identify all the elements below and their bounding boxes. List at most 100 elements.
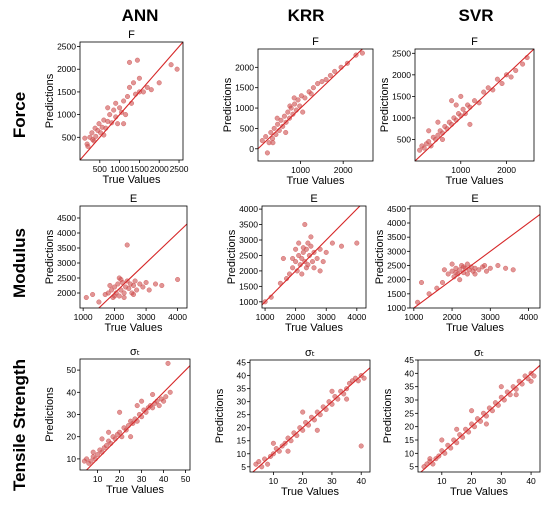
data-point [302, 95, 308, 101]
x-tick-label: 2000 [334, 165, 353, 175]
data-point [146, 287, 152, 293]
data-point [320, 259, 326, 265]
data-point [453, 270, 459, 276]
chart-title: E [310, 193, 317, 205]
y-tick-label: 1500 [392, 91, 411, 101]
data-point [311, 265, 317, 271]
fit-line [80, 42, 183, 160]
data-point [426, 128, 432, 134]
y-tick-label: 4000 [57, 228, 76, 238]
y-tick-label: 35 [405, 382, 415, 392]
y-tick-label: 2500 [392, 48, 411, 58]
y-tick-label: 4000 [239, 204, 258, 214]
y-tick-label: 5 [409, 462, 414, 472]
data-point [130, 282, 137, 289]
data-point [305, 240, 311, 246]
data-point [268, 129, 274, 136]
chart-title: F [128, 29, 135, 41]
data-point [487, 265, 493, 271]
data-point [469, 408, 475, 414]
y-axis-label: Predictions [44, 229, 56, 284]
data-point [134, 57, 140, 63]
y-tick-label: 15 [405, 435, 415, 445]
x-tick-label: 1000 [256, 312, 275, 322]
chart-title: σₜ [305, 347, 315, 359]
data-point [117, 409, 123, 415]
data-point [303, 265, 309, 271]
data-point [108, 287, 115, 293]
data-point [93, 133, 99, 139]
data-point [508, 74, 514, 80]
data-point [300, 109, 306, 115]
y-tick-label: 1500 [387, 289, 406, 299]
y-tick-label: 45 [237, 358, 247, 368]
data-point [358, 443, 364, 449]
y-tick-label: 15 [237, 436, 247, 446]
data-point [464, 261, 470, 267]
chart-modulus-krr: E 1000 2000 3000 4000 1000 1500 2000 2500 3000 350… [226, 193, 367, 334]
y-tick-label: 500 [397, 134, 411, 144]
data-point [299, 255, 305, 262]
data-point [476, 267, 482, 273]
data-point [126, 285, 132, 292]
data-point [308, 243, 314, 249]
x-tick-label: 2000 [443, 312, 462, 322]
y-tick-label: 35 [237, 384, 247, 394]
data-point [90, 291, 96, 298]
data-point [167, 389, 173, 395]
data-point [287, 103, 293, 109]
data-point [161, 398, 167, 404]
y-axis-label: Predictions [214, 388, 226, 443]
data-point [137, 281, 143, 287]
data-point [274, 115, 280, 121]
data-point [426, 139, 432, 145]
y-tick-label: 10 [405, 448, 415, 458]
data-point [309, 259, 316, 265]
y-tick-label: 10 [237, 449, 247, 459]
x-tick-label: 2000 [105, 312, 124, 322]
x-axis-label: True Values [281, 486, 340, 498]
data-point [421, 145, 427, 151]
data-point [263, 134, 269, 140]
data-point [88, 458, 94, 464]
data-point [96, 121, 102, 127]
data-point [90, 449, 96, 455]
data-point [314, 427, 320, 433]
x-tick-label: 40 [159, 474, 169, 484]
data-point [286, 271, 293, 277]
row-header-modulus-wrap: Modulus [0, 195, 40, 330]
data-point [132, 278, 138, 284]
y-axis-label: Predictions [379, 77, 391, 132]
x-tick-label: 1000 [404, 312, 423, 322]
x-axis-label: True Values [285, 322, 344, 334]
data-point [117, 429, 123, 435]
data-point [85, 143, 91, 149]
data-point [115, 281, 121, 287]
data-point [483, 268, 490, 274]
data-point [96, 299, 102, 305]
x-tick-label: 1000 [291, 165, 310, 175]
y-tick-label: 3000 [239, 235, 258, 245]
fit-line [420, 364, 540, 472]
data-point [485, 85, 491, 91]
y-tick-label: 1000 [387, 303, 406, 313]
y-tick-label: 500 [240, 123, 254, 133]
y-tick-label: 0 [249, 144, 254, 154]
y-tick-label: 10 [67, 454, 77, 464]
data-point [134, 403, 140, 409]
x-tick-label: 20 [298, 476, 308, 486]
plot-frame [261, 205, 367, 309]
data-point [280, 255, 286, 262]
data-point [136, 75, 142, 81]
data-point [293, 246, 299, 252]
data-point [165, 360, 171, 366]
data-point [107, 282, 113, 289]
data-point [134, 287, 140, 293]
data-point [144, 84, 150, 90]
x-axis-label: True Values [445, 175, 504, 187]
y-tick-label: 2000 [57, 64, 76, 74]
data-point [457, 277, 463, 283]
data-point [285, 448, 291, 454]
data-point [293, 259, 299, 265]
chart-modulus-ann: E 1000 2000 3000 4000 2000 2500 3000 3500 4000 450… [44, 193, 188, 334]
